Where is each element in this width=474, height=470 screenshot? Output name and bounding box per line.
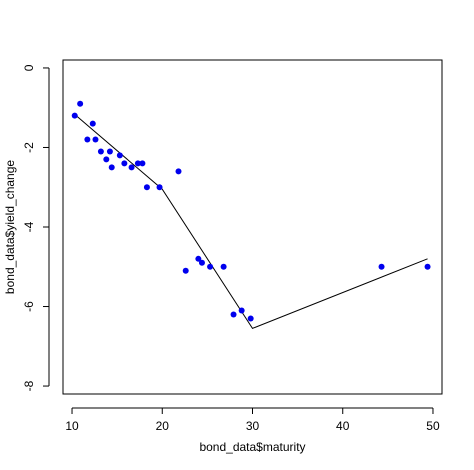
scatter-point (207, 263, 214, 270)
x-axis-title: bond_data$maturity (199, 440, 305, 454)
y-tick-label: -8 (22, 380, 36, 391)
scatter-point (175, 168, 182, 175)
x-tick-label: 30 (246, 419, 260, 433)
scatter-point (220, 263, 227, 270)
scatter-point (198, 259, 205, 266)
scatter-point (238, 307, 245, 314)
scatter-point (103, 156, 110, 163)
y-tick-label: 0 (22, 64, 36, 71)
scatter-point (108, 164, 115, 171)
scatter-point (121, 160, 128, 167)
scatter-point (182, 267, 189, 274)
scatter-point (247, 315, 254, 322)
scatter-point (378, 263, 385, 270)
x-tick-label: 20 (156, 419, 170, 433)
scatter-point (143, 184, 150, 191)
x-tick-label: 40 (336, 419, 350, 433)
scatter-point (71, 112, 78, 119)
scatter-point (156, 184, 163, 191)
scatter-point (128, 164, 135, 171)
scatter-point (424, 263, 431, 270)
scatter-point (84, 136, 91, 143)
scatter-point (139, 160, 146, 167)
x-tick-label: 10 (65, 419, 79, 433)
fitted-line-series (73, 113, 428, 330)
scatter-point (134, 160, 141, 167)
y-tick-label: -2 (22, 142, 36, 153)
scatter-point (106, 148, 113, 155)
scatter-point (89, 120, 96, 127)
fitted-line (73, 113, 428, 330)
y-axis-title: bond_data$yield_change (3, 160, 17, 294)
axes: 10 20 30 40 50 0 -2 -4 -6 -8 (22, 59, 443, 433)
scatter-point (230, 311, 237, 318)
y-tick-label: -4 (22, 221, 36, 232)
scatter-series (71, 100, 431, 322)
scatter-point (195, 255, 202, 262)
scatter-point (116, 152, 123, 159)
scatter-point (92, 136, 99, 143)
x-tick-label: 50 (426, 419, 440, 433)
y-tick-label: -6 (22, 301, 36, 312)
scatter-point (77, 100, 84, 107)
scatter-point (97, 148, 104, 155)
plot-frame (62, 59, 443, 395)
